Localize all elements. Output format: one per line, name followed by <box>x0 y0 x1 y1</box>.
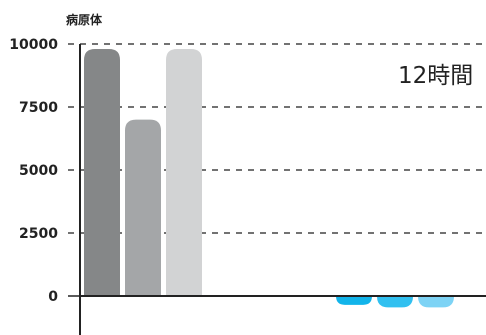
y-axis-label: 病原体 <box>66 12 103 27</box>
y-tick-label-2500: 2500 <box>19 226 58 242</box>
y-tick-label-5000: 5000 <box>19 163 58 179</box>
y-tick-labels: 0 2500 5000 7500 10000 <box>9 37 58 305</box>
bar-group2-2 <box>377 296 413 308</box>
y-tick-label-0: 0 <box>48 289 58 305</box>
y-tick-label-7500: 7500 <box>19 100 58 116</box>
bars <box>84 49 454 308</box>
bar-group1-2 <box>125 119 161 296</box>
y-tick-label-10000: 10000 <box>9 37 58 53</box>
bar-group1-3 <box>166 49 202 296</box>
gridlines <box>68 43 486 297</box>
bar-group1-1 <box>84 49 120 296</box>
bar-group2-1 <box>336 296 372 305</box>
annotation-label: 12時間 <box>398 63 473 89</box>
bar-group2-3 <box>418 296 454 308</box>
